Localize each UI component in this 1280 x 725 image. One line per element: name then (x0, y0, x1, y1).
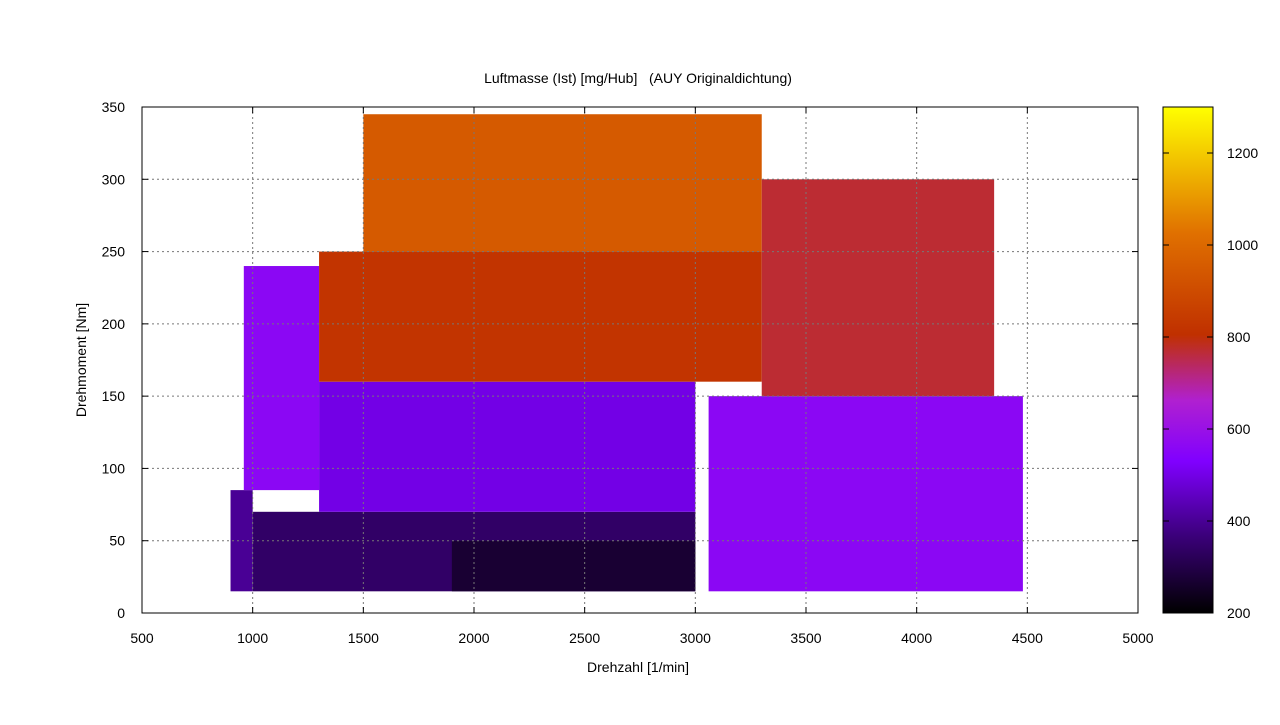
heatmap-region (319, 381, 696, 512)
colorbar (1162, 106, 1214, 614)
colorbar-tick-label: 1200 (1227, 145, 1258, 161)
colorbar-tick-label: 1000 (1227, 237, 1258, 253)
colorbar-tick-label: 600 (1227, 421, 1251, 437)
grid (142, 107, 1138, 613)
heatmap-area (230, 114, 1023, 592)
y-tick-label: 200 (102, 316, 126, 332)
y-tick-label: 350 (102, 99, 126, 115)
x-tick-label: 2000 (458, 630, 489, 646)
heatmap-region (230, 490, 253, 592)
colorbar-tick-label: 800 (1227, 329, 1251, 345)
heatmap-region (363, 114, 762, 252)
heatmap-region (708, 396, 1023, 592)
x-tick-label: 1000 (237, 630, 268, 646)
x-tick-label: 2500 (569, 630, 600, 646)
y-tick-label: 100 (102, 460, 126, 476)
y-tick-label: 300 (102, 171, 126, 187)
x-tick-label: 5000 (1122, 630, 1153, 646)
y-tick-label: 0 (117, 605, 125, 621)
x-tick-label: 3500 (790, 630, 821, 646)
colorbar-ticks: 200 400 600 800 1000 1200 (1163, 145, 1258, 621)
x-tick-label: 1500 (348, 630, 379, 646)
y-axis-label: Drehmoment [Nm] (73, 303, 89, 417)
x-tick-label: 4500 (1012, 630, 1043, 646)
x-tick-label: 500 (130, 630, 154, 646)
heatmap-region (243, 266, 320, 491)
axis-ticks: 500 1000 1500 2000 2500 3000 3500 4000 4500 5000 0… (102, 99, 1154, 646)
x-axis-label: Drehzahl [1/min] (587, 659, 689, 675)
plot-frame (141, 106, 1139, 614)
chart-title: Luftmasse (Ist) [mg/Hub] (AUY Originaldi… (484, 70, 792, 86)
y-tick-label: 250 (102, 244, 126, 260)
x-tick-label: 3000 (680, 630, 711, 646)
x-tick-label: 4000 (901, 630, 932, 646)
colorbar-tick-label: 400 (1227, 513, 1251, 529)
heatmap-region (319, 251, 762, 382)
heatmap-region (451, 540, 696, 592)
y-tick-label: 150 (102, 388, 126, 404)
colorbar-tick-label: 200 (1227, 605, 1251, 621)
heatmap-region (761, 179, 995, 397)
y-tick-label: 50 (109, 533, 125, 549)
